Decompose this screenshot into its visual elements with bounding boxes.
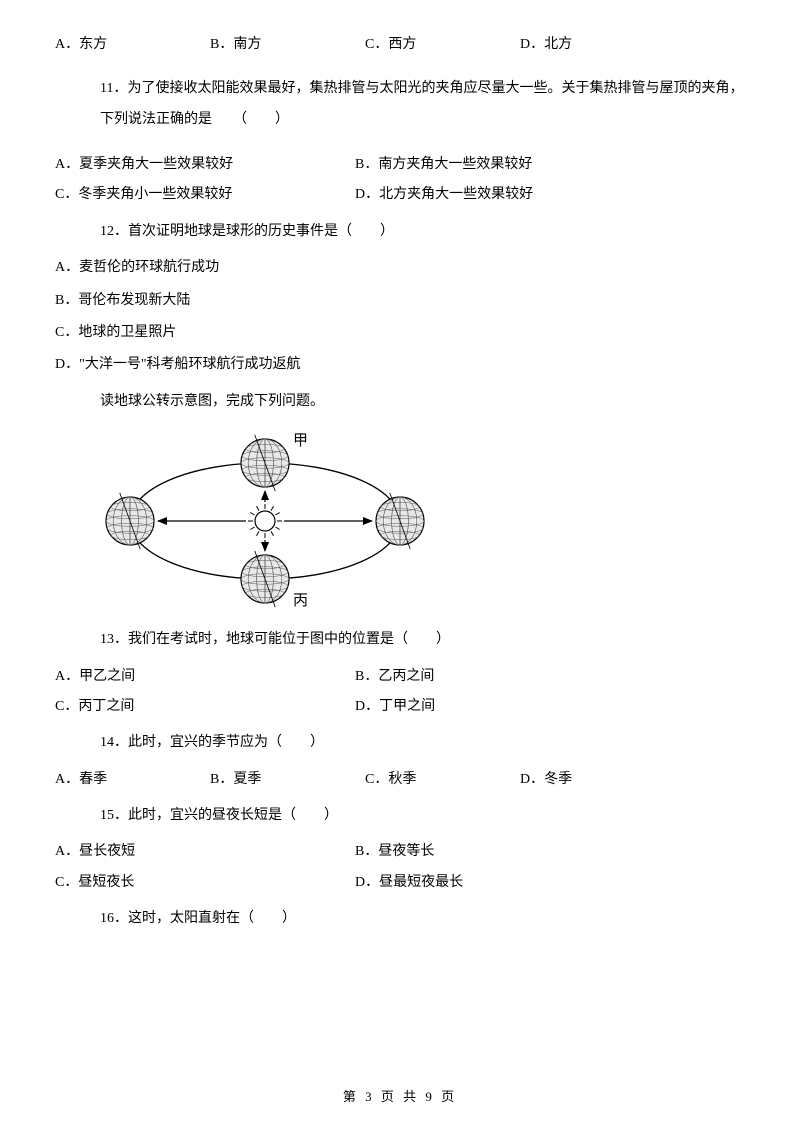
option-b: B．南方 — [210, 34, 365, 56]
q11-option-b: B．南方夹角大一些效果较好 — [355, 154, 745, 176]
q14-option-a: A．春季 — [55, 769, 210, 791]
q13-option-a: A．甲乙之间 — [55, 666, 355, 688]
q16-stem: 16．这时，太阳直射在（ ） — [100, 908, 745, 930]
q15-stem: 15．此时，宜兴的昼夜长短是（ ） — [100, 805, 745, 827]
q12-option-b: B．哥伦布发现新大陆 — [55, 290, 745, 312]
orbit-diagram: 甲丁丙乙 — [105, 431, 745, 611]
q15-row-cd: C．昼短夜长 D．昼最短夜最长 — [55, 872, 745, 894]
diagram-intro: 读地球公转示意图，完成下列问题。 — [100, 391, 745, 413]
q15-option-b: B．昼夜等长 — [355, 841, 745, 863]
q15-row-ab: A．昼长夜短 B．昼夜等长 — [55, 841, 745, 863]
q12-option-c: C．地球的卫星照片 — [55, 322, 745, 344]
q13-option-d: D．丁甲之间 — [355, 696, 745, 718]
q15-option-c: C．昼短夜长 — [55, 872, 355, 894]
page: A．东方 B．南方 C．西方 D．北方 11．为了使接收太阳能效果最好，集热排管… — [0, 0, 800, 1132]
q-prev-options-row: A．东方 B．南方 C．西方 D．北方 — [55, 34, 745, 56]
svg-text:甲: 甲 — [293, 433, 308, 449]
q14-option-c: C．秋季 — [365, 769, 520, 791]
q14-stem: 14．此时，宜兴的季节应为（ ） — [100, 732, 745, 754]
q13-stem: 13．我们在考试时，地球可能位于图中的位置是（ ） — [100, 629, 745, 651]
q13-row-cd: C．丙丁之间 D．丁甲之间 — [55, 696, 745, 718]
q11-option-c: C．冬季夹角小一些效果较好 — [55, 184, 355, 206]
page-footer: 第 3 页 共 9 页 — [0, 1087, 800, 1108]
q14-option-d: D．冬季 — [520, 769, 572, 791]
orbit-svg: 甲丁丙乙 — [105, 431, 425, 611]
q12-stem: 12．首次证明地球是球形的历史事件是（ ） — [100, 221, 745, 243]
q11-option-a: A．夏季夹角大一些效果较好 — [55, 154, 355, 176]
q14-options-row: A．春季 B．夏季 C．秋季 D．冬季 — [55, 769, 745, 791]
q13-option-c: C．丙丁之间 — [55, 696, 355, 718]
option-d: D．北方 — [520, 34, 572, 56]
q11-stem: 11．为了使接收太阳能效果最好，集热排管与太阳光的夹角应尽量大一些。关于集热排管… — [100, 74, 745, 136]
svg-text:丙: 丙 — [293, 593, 308, 609]
q12-option-a: A．麦哲伦的环球航行成功 — [55, 257, 745, 279]
q11-option-d: D．北方夹角大一些效果较好 — [355, 184, 745, 206]
q13-row-ab: A．甲乙之间 B．乙丙之间 — [55, 666, 745, 688]
q11-row-ab: A．夏季夹角大一些效果较好 B．南方夹角大一些效果较好 — [55, 154, 745, 176]
q12-option-d: D．"大洋一号"科考船环球航行成功返航 — [55, 354, 745, 376]
q13-option-b: B．乙丙之间 — [355, 666, 745, 688]
option-c: C．西方 — [365, 34, 520, 56]
option-a: A．东方 — [55, 34, 210, 56]
q14-option-b: B．夏季 — [210, 769, 365, 791]
q15-option-d: D．昼最短夜最长 — [355, 872, 745, 894]
q11-row-cd: C．冬季夹角小一些效果较好 D．北方夹角大一些效果较好 — [55, 184, 745, 206]
q15-option-a: A．昼长夜短 — [55, 841, 355, 863]
